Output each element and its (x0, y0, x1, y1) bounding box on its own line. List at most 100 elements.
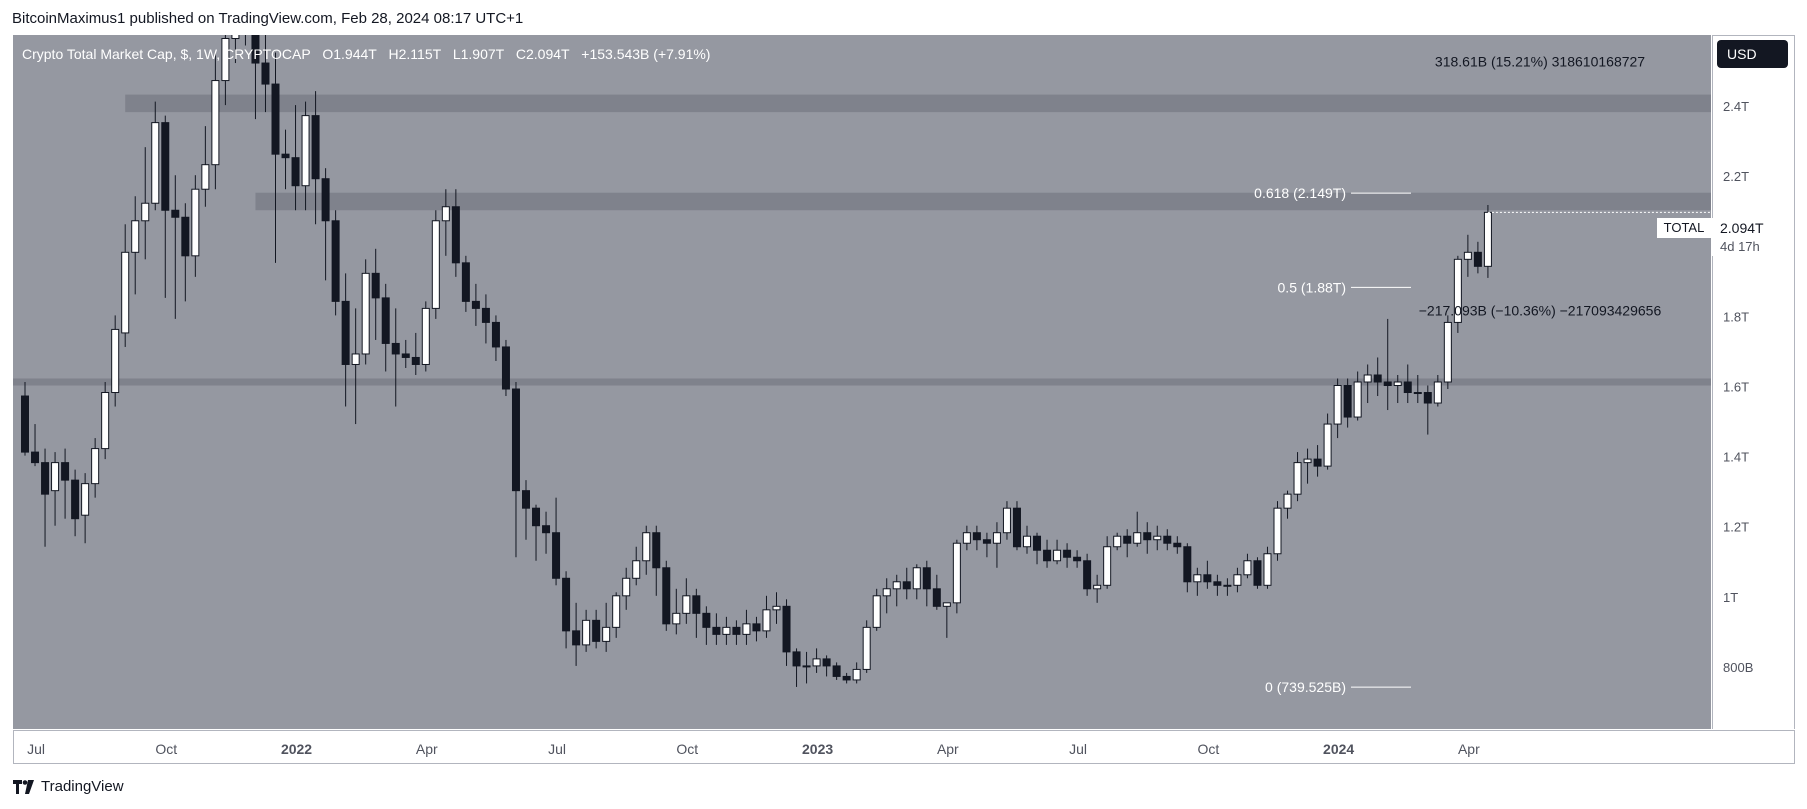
candle-body (501, 346, 510, 390)
candle-body (1153, 535, 1162, 541)
tradingview-logo-icon[interactable] (13, 779, 35, 794)
candle-body (1033, 535, 1042, 551)
publish-line: BitcoinMaximus1 published on TradingView… (12, 10, 524, 27)
candle-body (792, 651, 801, 667)
candle-body (1423, 392, 1432, 404)
candle-body (381, 297, 390, 344)
footer-branding: TradingView (13, 778, 124, 795)
candle-body (411, 356, 420, 365)
ohlc-change: +153.543B (+7.91%) (581, 46, 711, 62)
candle-body (361, 272, 370, 355)
candle-body (522, 490, 530, 509)
candle-body (1253, 560, 1262, 586)
candle-body (1403, 381, 1412, 394)
candle-body (201, 164, 210, 190)
candle-body (1133, 532, 1142, 544)
x-tick-label: Oct (155, 741, 177, 757)
candle-body (532, 507, 541, 527)
candle-body (1243, 560, 1252, 576)
candle-body (632, 560, 641, 579)
candle-body (1163, 535, 1172, 544)
candle-body (1173, 542, 1182, 548)
candle-body (542, 525, 551, 534)
resistance-zone-1 (255, 192, 1711, 211)
chart-plot-area[interactable]: 0.618 (2.149T) 0.5 (1.88T) 0 (739.525B) 318… (13, 35, 1711, 729)
symbol-price-label: TOTAL (1657, 218, 1711, 238)
candle-body (952, 542, 961, 604)
footer-brand-text[interactable]: TradingView (41, 778, 124, 795)
candle-body (31, 451, 40, 464)
candle-body (431, 220, 440, 309)
candle-body (491, 321, 500, 348)
measure-label-0: 318.61B (15.21%) 318610168727 (1435, 54, 1645, 70)
candle-body (1123, 535, 1132, 544)
candle-body (1333, 385, 1342, 425)
currency-button[interactable]: USD (1717, 40, 1788, 68)
y-tick-label: 1.4T (1723, 450, 1749, 465)
candle-body (1413, 392, 1422, 395)
candle-body (1103, 546, 1112, 586)
candle-body (722, 626, 731, 635)
bar-countdown: 4d 17h (1720, 239, 1760, 254)
x-tick-label: 2023 (802, 741, 833, 757)
y-tick-label: 1.6T (1723, 380, 1749, 395)
candle-body (1443, 321, 1452, 383)
candle-body (582, 619, 591, 646)
candle-body (211, 80, 220, 166)
time-axis-labels: Jul Oct 2022 Apr Jul Oct 2023 Apr Jul Oct 2024 Apr (27, 741, 1480, 757)
symbol-name[interactable]: Crypto Total Market Cap, $, 1W, CRYPTOCA… (22, 46, 311, 62)
candle-body (451, 206, 460, 264)
candle-body (692, 595, 701, 614)
candle-body (612, 595, 621, 628)
candle-body (572, 630, 581, 646)
candle-body (772, 605, 781, 611)
candle-body (391, 342, 400, 355)
candle-body (511, 388, 520, 492)
last-price-tag: 2.094T 4d 17h (1712, 218, 1772, 256)
candle-body (982, 539, 991, 544)
candle-body (742, 623, 751, 635)
candle-body (421, 307, 430, 365)
candle-body (842, 675, 851, 681)
candle-body (1343, 385, 1352, 418)
candle-body (832, 665, 841, 677)
candle-body (622, 577, 631, 597)
candle-body (1143, 532, 1152, 541)
candle-body (61, 462, 70, 481)
fib-label-1: 0.5 (1.88T) (1278, 279, 1346, 295)
candle-body (962, 532, 971, 544)
y-tick-label: 1.8T (1723, 309, 1749, 324)
candle-body (932, 588, 941, 607)
candle-body (371, 272, 380, 299)
candle-body (752, 623, 761, 632)
y-tick-label: 800B (1723, 660, 1753, 675)
candle-body (1363, 374, 1372, 383)
x-tick-label: Apr (416, 741, 438, 757)
candle-body (221, 38, 230, 82)
time-axis[interactable]: Jul Oct 2022 Apr Jul Oct 2023 Apr Jul Oct 2024 Apr (13, 730, 1795, 764)
candle-body (181, 216, 190, 257)
candle-body (702, 612, 711, 628)
candle-body (892, 581, 901, 590)
candle-body (171, 209, 180, 218)
candle-body (1213, 581, 1222, 586)
candle-body (872, 595, 881, 628)
x-tick-label: Jul (1069, 741, 1087, 757)
candle-body (972, 532, 981, 541)
candle-body (291, 157, 300, 187)
x-tick-label: Apr (1458, 741, 1480, 757)
candle-body (191, 188, 200, 257)
candle-body (1113, 535, 1122, 548)
candle-body (1263, 553, 1272, 586)
candle-body (672, 612, 681, 625)
candle-body (1453, 258, 1462, 323)
candle-body (81, 483, 90, 516)
candle-body (1433, 381, 1442, 404)
candle-body (1083, 560, 1092, 590)
candle-body (1193, 574, 1202, 583)
x-tick-label: Oct (1197, 741, 1219, 757)
candle-body (1353, 381, 1362, 418)
candle-body (1053, 549, 1062, 562)
candle-body (91, 448, 100, 485)
